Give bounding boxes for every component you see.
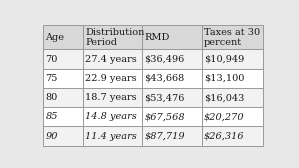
Text: $20,270: $20,270 xyxy=(204,112,245,121)
Bar xyxy=(202,107,263,126)
Text: RMD: RMD xyxy=(144,33,170,42)
Bar xyxy=(83,69,142,88)
Bar xyxy=(83,88,142,107)
Bar xyxy=(43,88,83,107)
Bar xyxy=(142,107,202,126)
Bar xyxy=(43,107,83,126)
Bar xyxy=(43,49,83,69)
Text: Taxes at 30
percent: Taxes at 30 percent xyxy=(204,28,260,47)
Text: 27.4 years: 27.4 years xyxy=(85,55,137,64)
Text: 11.4 years: 11.4 years xyxy=(85,132,137,140)
Text: 90: 90 xyxy=(45,132,58,140)
Bar xyxy=(83,107,142,126)
Bar xyxy=(142,49,202,69)
Bar xyxy=(142,25,202,49)
Bar xyxy=(43,126,83,146)
Text: Distribution
Period: Distribution Period xyxy=(85,28,144,47)
Bar xyxy=(142,126,202,146)
Bar xyxy=(202,88,263,107)
Bar xyxy=(83,126,142,146)
Bar xyxy=(202,25,263,49)
Text: 80: 80 xyxy=(45,93,58,102)
Text: 70: 70 xyxy=(45,55,58,64)
Text: $36,496: $36,496 xyxy=(144,55,185,64)
Bar xyxy=(202,126,263,146)
Bar xyxy=(83,25,142,49)
Text: $87,719: $87,719 xyxy=(144,132,185,140)
Bar xyxy=(142,88,202,107)
Bar xyxy=(202,69,263,88)
Text: $53,476: $53,476 xyxy=(144,93,185,102)
Text: $13,100: $13,100 xyxy=(204,74,244,83)
Text: 22.9 years: 22.9 years xyxy=(85,74,137,83)
Bar xyxy=(202,49,263,69)
Text: 85: 85 xyxy=(45,112,58,121)
Text: $10,949: $10,949 xyxy=(204,55,244,64)
Text: $43,668: $43,668 xyxy=(144,74,185,83)
Text: $67,568: $67,568 xyxy=(144,112,185,121)
Text: $16,043: $16,043 xyxy=(204,93,244,102)
Text: 75: 75 xyxy=(45,74,58,83)
Text: 18.7 years: 18.7 years xyxy=(85,93,137,102)
Bar xyxy=(142,69,202,88)
Bar xyxy=(43,69,83,88)
Bar xyxy=(43,25,83,49)
Text: $26,316: $26,316 xyxy=(204,132,245,140)
Text: Age: Age xyxy=(45,33,65,42)
Bar xyxy=(83,49,142,69)
Text: 14.8 years: 14.8 years xyxy=(85,112,137,121)
